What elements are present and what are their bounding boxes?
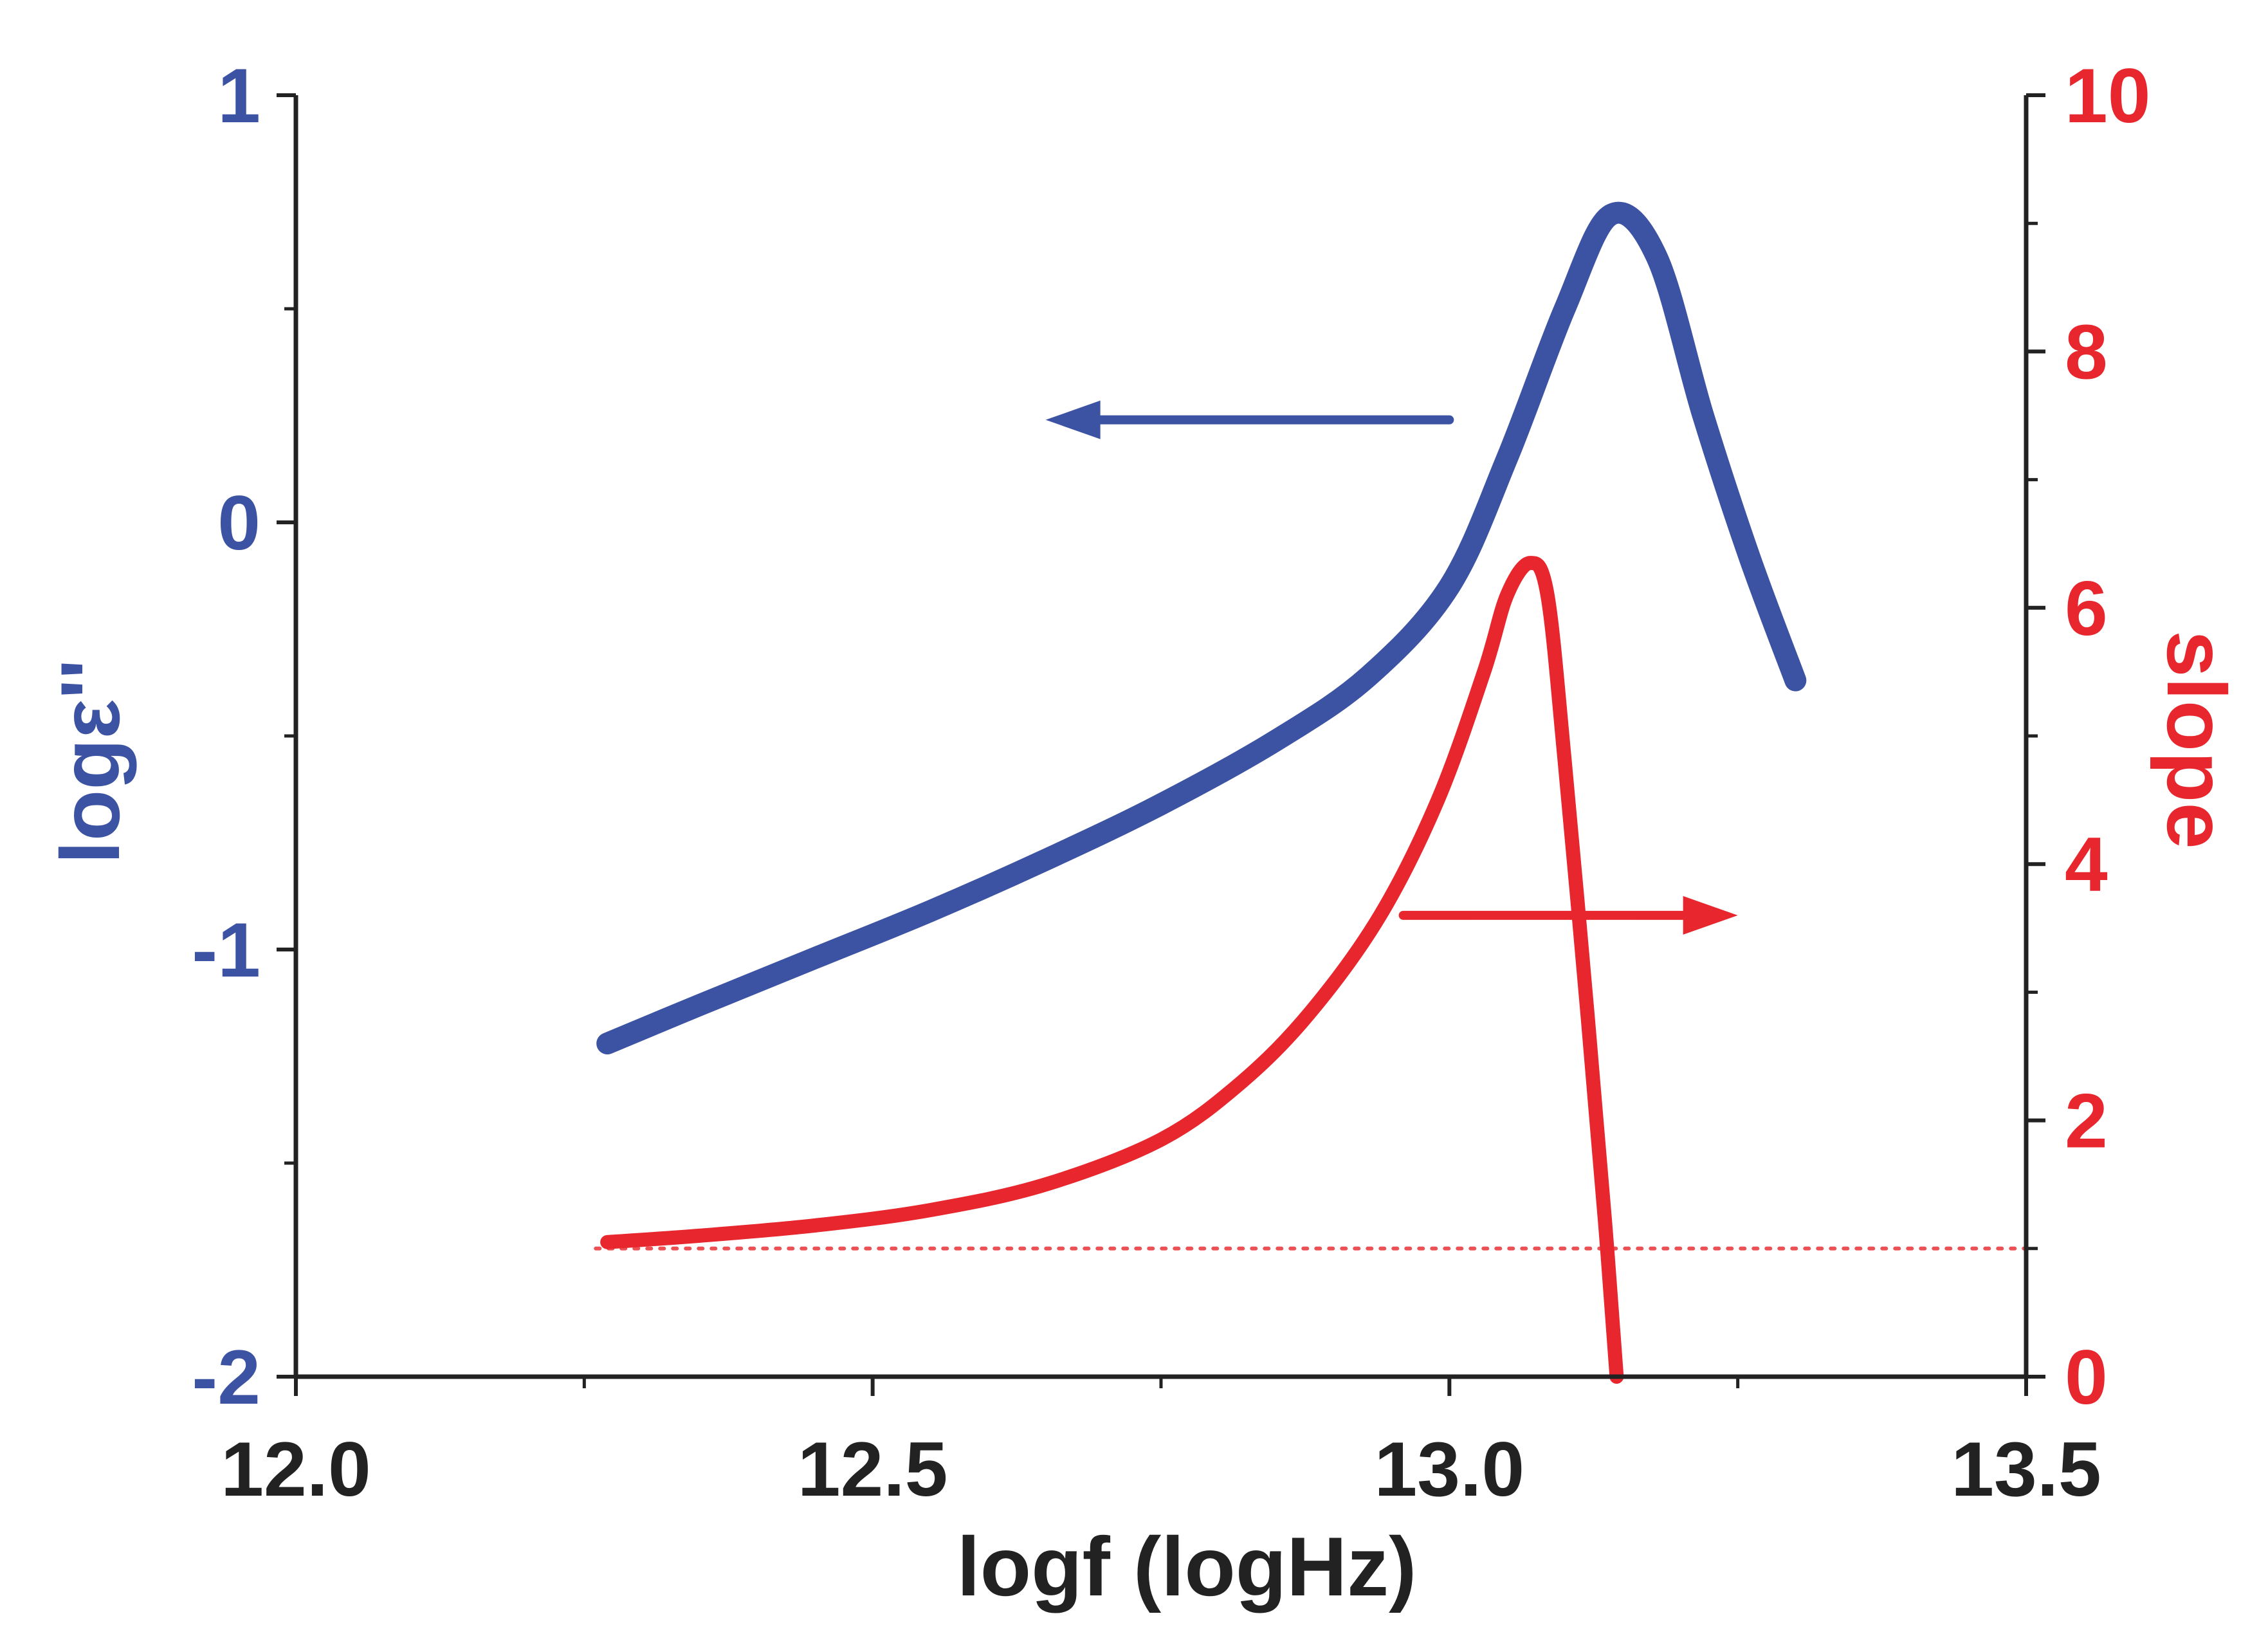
x-tick-label: 13.5 bbox=[1951, 1426, 2101, 1512]
arrow-left-icon bbox=[1045, 400, 1454, 439]
x-tick-label: 12.5 bbox=[798, 1426, 948, 1512]
y-right-tick-label: 4 bbox=[2065, 822, 2108, 908]
y-right-axis-title: slope bbox=[2150, 630, 2244, 849]
y-left-axis-title: logε'' bbox=[43, 659, 137, 864]
y-left-tick-label: 1 bbox=[217, 53, 261, 139]
arrow-right-icon bbox=[1398, 895, 1738, 935]
y-right-tick-label: 2 bbox=[2065, 1078, 2108, 1164]
y-right-tick-label: 6 bbox=[2065, 565, 2108, 652]
y-right-tick-label: 0 bbox=[2065, 1334, 2108, 1420]
y-right-tick-label: 8 bbox=[2065, 309, 2108, 395]
series-layer bbox=[596, 201, 1807, 1384]
series-line-log-epsilon bbox=[596, 201, 1807, 1055]
y-left-tick-label: -2 bbox=[192, 1334, 261, 1420]
x-tick-label: 12.0 bbox=[221, 1426, 371, 1512]
y-right-tick-label: 10 bbox=[2065, 53, 2150, 139]
annotation-layer bbox=[1045, 400, 1738, 935]
series-line-slope bbox=[600, 556, 1624, 1384]
x-tick-label: 13.0 bbox=[1375, 1426, 1525, 1512]
y-left-tick-label: -1 bbox=[192, 907, 261, 993]
y-left-tick-label: 0 bbox=[217, 480, 261, 566]
x-axis-title: logf (logHz) bbox=[957, 1519, 1417, 1613]
